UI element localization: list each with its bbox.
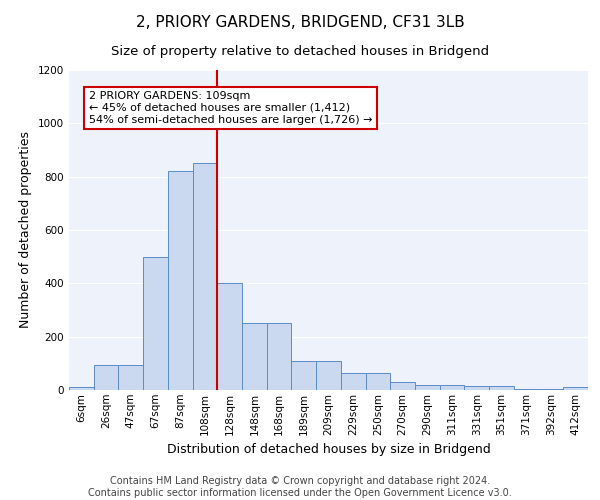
Bar xyxy=(464,386,489,390)
Bar xyxy=(341,372,365,390)
Bar xyxy=(316,360,341,390)
Bar xyxy=(365,372,390,390)
Bar xyxy=(390,382,415,390)
Bar xyxy=(193,164,217,390)
Text: Contains HM Land Registry data © Crown copyright and database right 2024.
Contai: Contains HM Land Registry data © Crown c… xyxy=(88,476,512,498)
Bar xyxy=(168,172,193,390)
Bar xyxy=(489,386,514,390)
Bar xyxy=(94,364,118,390)
Text: 2 PRIORY GARDENS: 109sqm
← 45% of detached houses are smaller (1,412)
54% of sem: 2 PRIORY GARDENS: 109sqm ← 45% of detach… xyxy=(89,92,372,124)
Bar xyxy=(563,388,588,390)
Bar xyxy=(514,388,539,390)
Bar xyxy=(440,384,464,390)
Y-axis label: Number of detached properties: Number of detached properties xyxy=(19,132,32,328)
Text: 2, PRIORY GARDENS, BRIDGEND, CF31 3LB: 2, PRIORY GARDENS, BRIDGEND, CF31 3LB xyxy=(136,15,464,30)
Bar xyxy=(118,364,143,390)
Bar xyxy=(217,284,242,390)
Bar xyxy=(292,360,316,390)
X-axis label: Distribution of detached houses by size in Bridgend: Distribution of detached houses by size … xyxy=(167,443,490,456)
Bar xyxy=(143,256,168,390)
Bar xyxy=(415,384,440,390)
Bar xyxy=(69,388,94,390)
Bar xyxy=(242,324,267,390)
Bar xyxy=(267,324,292,390)
Bar xyxy=(539,388,563,390)
Text: Size of property relative to detached houses in Bridgend: Size of property relative to detached ho… xyxy=(111,45,489,58)
